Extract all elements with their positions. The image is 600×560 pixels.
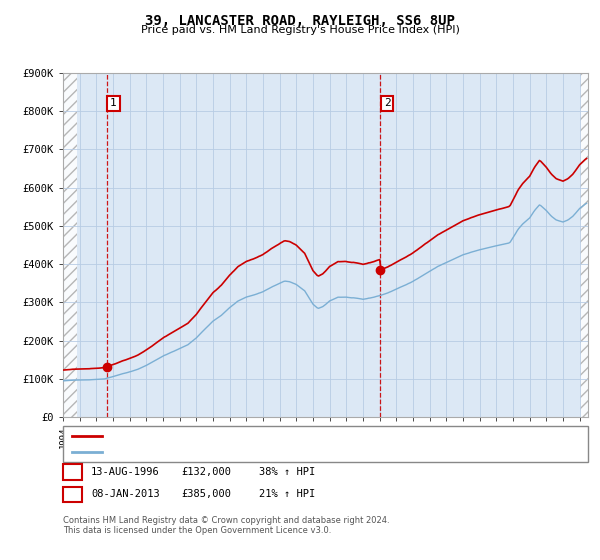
Text: 1: 1 bbox=[70, 467, 76, 477]
Text: £132,000: £132,000 bbox=[181, 467, 231, 477]
Text: 2: 2 bbox=[383, 99, 391, 109]
Bar bbox=[580, 73, 590, 417]
Text: Price paid vs. HM Land Registry's House Price Index (HPI): Price paid vs. HM Land Registry's House … bbox=[140, 25, 460, 35]
Text: 39, LANCASTER ROAD, RAYLEIGH, SS6 8UP (detached house): 39, LANCASTER ROAD, RAYLEIGH, SS6 8UP (d… bbox=[108, 431, 425, 441]
Text: 21% ↑ HPI: 21% ↑ HPI bbox=[259, 489, 316, 500]
Text: 1: 1 bbox=[110, 99, 117, 109]
Text: £385,000: £385,000 bbox=[181, 489, 231, 500]
Text: 2: 2 bbox=[70, 489, 76, 500]
Text: 08-JAN-2013: 08-JAN-2013 bbox=[91, 489, 160, 500]
Text: HPI: Average price, detached house, Rochford: HPI: Average price, detached house, Roch… bbox=[108, 447, 367, 457]
Bar bbox=[63, 73, 77, 417]
Text: 39, LANCASTER ROAD, RAYLEIGH, SS6 8UP: 39, LANCASTER ROAD, RAYLEIGH, SS6 8UP bbox=[145, 14, 455, 28]
Text: 38% ↑ HPI: 38% ↑ HPI bbox=[259, 467, 316, 477]
Text: 13-AUG-1996: 13-AUG-1996 bbox=[91, 467, 160, 477]
Text: Contains HM Land Registry data © Crown copyright and database right 2024.
This d: Contains HM Land Registry data © Crown c… bbox=[63, 516, 389, 535]
